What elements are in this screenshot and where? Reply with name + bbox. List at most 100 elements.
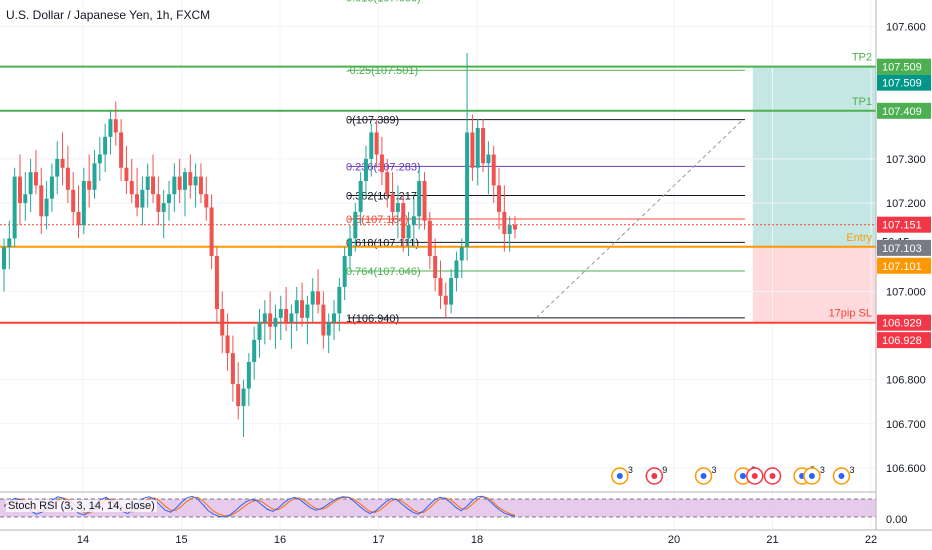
candle-body xyxy=(273,317,278,327)
candle-body xyxy=(97,154,102,164)
price-label: 107.103 xyxy=(882,243,922,255)
candle-body xyxy=(193,176,198,186)
candle-body xyxy=(209,207,214,257)
candle-body xyxy=(23,194,28,204)
candle-body xyxy=(198,176,203,195)
price-label: 107.509 xyxy=(882,62,922,74)
candle-body xyxy=(401,203,406,239)
candle-body xyxy=(2,247,6,270)
time-tick: 14 xyxy=(77,534,89,546)
price-label-bg xyxy=(877,239,931,256)
candle-body xyxy=(236,384,241,407)
stoch-d-line xyxy=(3,496,516,517)
candle-body xyxy=(337,286,342,314)
candle-body xyxy=(369,132,374,159)
event-count: 3 xyxy=(849,465,854,475)
candle-body xyxy=(486,154,491,164)
candle-body xyxy=(262,313,267,323)
price-label: 107.409 xyxy=(882,106,922,118)
time-axis[interactable]: 14151617182021222324 xyxy=(0,529,932,546)
price-label: 107.151 xyxy=(882,220,922,232)
candle-body xyxy=(347,238,352,257)
candle-body xyxy=(28,172,33,195)
candle-body xyxy=(92,163,97,190)
event-dot xyxy=(739,473,746,479)
candle-body xyxy=(55,158,60,177)
stoch-rsi-label[interactable]: Stoch RSI (3, 3, 14, 14, close) xyxy=(6,500,157,512)
candle-body xyxy=(326,322,331,336)
candlesticks xyxy=(2,52,517,438)
candle-body xyxy=(305,304,310,318)
price-label: 106.928 xyxy=(882,335,922,347)
event-count: 3 xyxy=(820,465,825,475)
event-dot xyxy=(751,473,758,479)
hline-label: TP1 xyxy=(852,96,872,108)
time-tick: 21 xyxy=(766,534,778,546)
candle-body xyxy=(204,194,209,208)
candle-body xyxy=(135,194,140,208)
hline-label: TP2 xyxy=(852,52,872,64)
candle-body xyxy=(491,154,496,186)
candle-body xyxy=(475,128,480,168)
price-label-bg xyxy=(877,102,931,119)
price-label: 107.509 xyxy=(882,78,922,90)
fib-level-label: -0.25(107.501) xyxy=(346,65,418,77)
candle-body xyxy=(465,132,470,248)
candle-body xyxy=(379,154,384,173)
candle-body xyxy=(507,225,512,234)
horizontal-lines[interactable]: TP2 TP1 Entry 17pip SL xyxy=(0,52,876,324)
candle-body xyxy=(321,304,326,336)
candle-body xyxy=(108,119,113,137)
price-tick: 107.200 xyxy=(886,198,926,210)
candle-body xyxy=(443,295,448,305)
candle-body xyxy=(310,291,315,305)
candle-body xyxy=(363,158,368,181)
candle-body xyxy=(374,132,379,155)
candle-body xyxy=(459,247,464,261)
price-label-bg xyxy=(877,58,931,75)
event-dot xyxy=(838,473,845,479)
chart-title: U.S. Dollar / Japanese Yen, 1h, FXCM xyxy=(6,8,211,22)
candle-body xyxy=(502,211,507,234)
candle-body xyxy=(395,203,400,212)
candle-body xyxy=(76,211,81,226)
fibonacci-retracement[interactable]: 0.618(107.666) -0.25(107.501) 0(107.389) 0.… xyxy=(346,0,745,325)
price-label: 107.101 xyxy=(882,261,922,273)
candle-body xyxy=(284,309,289,323)
candle-body xyxy=(81,180,86,226)
event-dot xyxy=(651,473,658,479)
candle-body xyxy=(177,176,182,190)
candle-body xyxy=(385,172,390,195)
candle-body xyxy=(60,158,65,168)
candle-body xyxy=(390,194,395,212)
price-tick: 106.700 xyxy=(886,419,926,431)
candle-body xyxy=(220,309,225,336)
candle-body xyxy=(151,176,156,195)
candle-body xyxy=(113,119,118,133)
candle-body xyxy=(167,194,172,204)
candle-body xyxy=(7,238,12,248)
event-dot xyxy=(700,473,707,479)
time-tick: 20 xyxy=(668,534,680,546)
candle-body xyxy=(422,180,427,221)
stoch-tick: 0.00 xyxy=(886,514,907,526)
fib-level-label: 0(107.389) xyxy=(346,115,399,127)
candle-body xyxy=(411,216,416,226)
price-axis[interactable]: 107.600 107.300 107.200 107.000 106.800 106.7… xyxy=(875,0,932,530)
stoch-rsi-pane xyxy=(0,491,932,518)
candle-body xyxy=(289,313,294,323)
candle-body xyxy=(300,300,305,318)
candle-body xyxy=(12,176,17,239)
price-tick: 107.300 xyxy=(886,154,926,166)
time-tick: 15 xyxy=(175,534,187,546)
candle-body xyxy=(214,256,219,310)
candle-body xyxy=(433,256,438,279)
candle-body xyxy=(332,313,337,323)
candle-body xyxy=(481,128,486,164)
candle-body xyxy=(358,180,363,212)
candle-body xyxy=(417,180,422,217)
candle-body xyxy=(316,291,321,305)
price-tick: 107.000 xyxy=(886,286,926,298)
fib-level-label: 0.764(107.046) xyxy=(346,266,421,278)
